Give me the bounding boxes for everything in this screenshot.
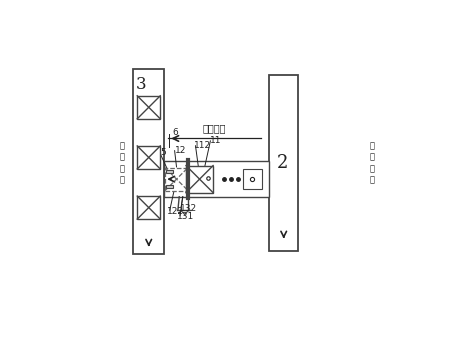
Bar bbox=[164, 162, 269, 197]
Bar bbox=[137, 196, 160, 219]
Text: 11: 11 bbox=[210, 136, 221, 145]
Bar bbox=[166, 170, 173, 174]
Text: 2: 2 bbox=[276, 154, 288, 172]
Text: 3: 3 bbox=[136, 76, 146, 93]
Text: 132: 132 bbox=[180, 203, 197, 213]
Text: 6: 6 bbox=[173, 128, 178, 137]
Text: 输送方向: 输送方向 bbox=[203, 124, 226, 133]
Text: 输
送
方
向: 输 送 方 向 bbox=[369, 142, 374, 184]
Bar bbox=[243, 169, 262, 189]
Text: 输
送
方
向: 输 送 方 向 bbox=[120, 142, 125, 184]
Text: 122: 122 bbox=[166, 207, 183, 216]
Text: 112: 112 bbox=[194, 141, 211, 150]
Bar bbox=[186, 165, 213, 193]
Text: 5: 5 bbox=[160, 147, 166, 157]
Bar bbox=[137, 146, 160, 169]
Bar bbox=[133, 69, 164, 254]
Bar bbox=[269, 75, 299, 251]
Text: 12: 12 bbox=[174, 146, 186, 155]
Text: 131: 131 bbox=[176, 212, 194, 221]
Bar bbox=[166, 185, 173, 188]
Bar bbox=[165, 168, 188, 191]
Bar bbox=[137, 96, 160, 119]
